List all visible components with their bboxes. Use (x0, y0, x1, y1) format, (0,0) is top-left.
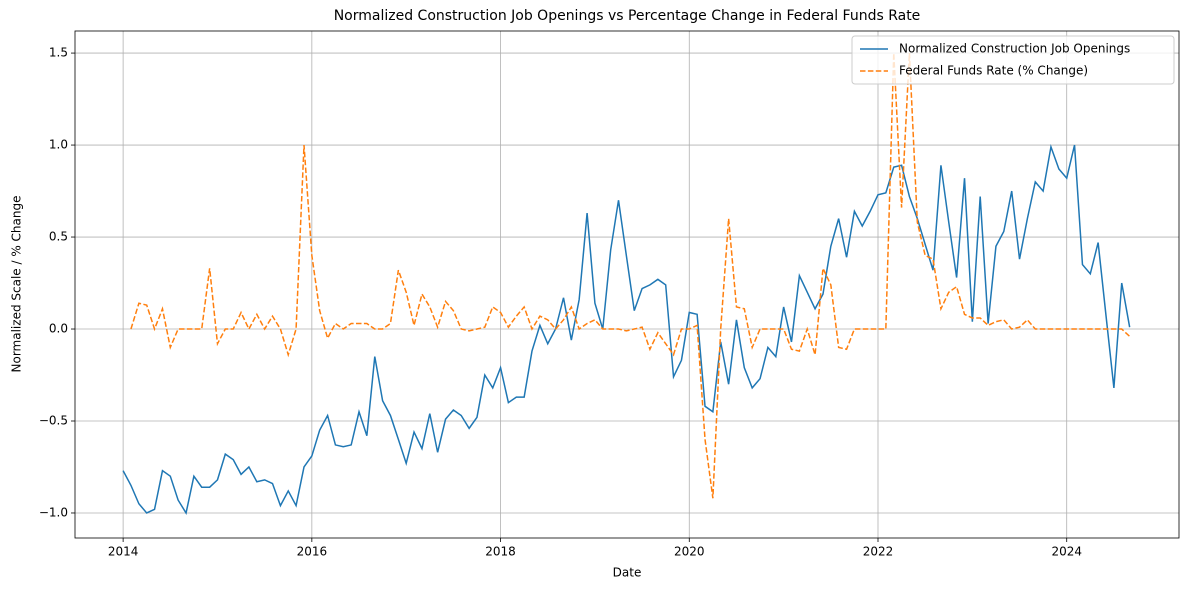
x-tick-label: 2020 (674, 545, 705, 559)
x-axis-label: Date (613, 566, 642, 580)
x-tick-label: 2014 (108, 545, 139, 559)
data-line (122, 143, 1131, 515)
y-tick-label: −1.0 (39, 505, 68, 519)
plot-frame (74, 30, 1180, 539)
x-tick-label: 2024 (1051, 545, 1082, 559)
x-tick-label: 2018 (485, 545, 516, 559)
chart-title: Normalized Construction Job Openings vs … (334, 8, 921, 24)
y-axis-label: Normalized Scale / % Change (10, 196, 24, 373)
legend-box (851, 35, 1175, 85)
x-tick-label: 2022 (863, 545, 894, 559)
legend-label: Normalized Construction Job Openings (899, 42, 1130, 56)
y-tick-label: 1.5 (49, 46, 68, 60)
x-tick-label: 2016 (297, 545, 328, 559)
y-tick-label: 1.0 (49, 138, 68, 152)
y-tick-label: 0.5 (49, 230, 68, 244)
legend-label: Federal Funds Rate (% Change) (899, 64, 1088, 78)
y-tick-label: −0.5 (39, 414, 68, 428)
y-tick-label: 0.0 (49, 322, 68, 336)
data-line (130, 53, 1131, 499)
